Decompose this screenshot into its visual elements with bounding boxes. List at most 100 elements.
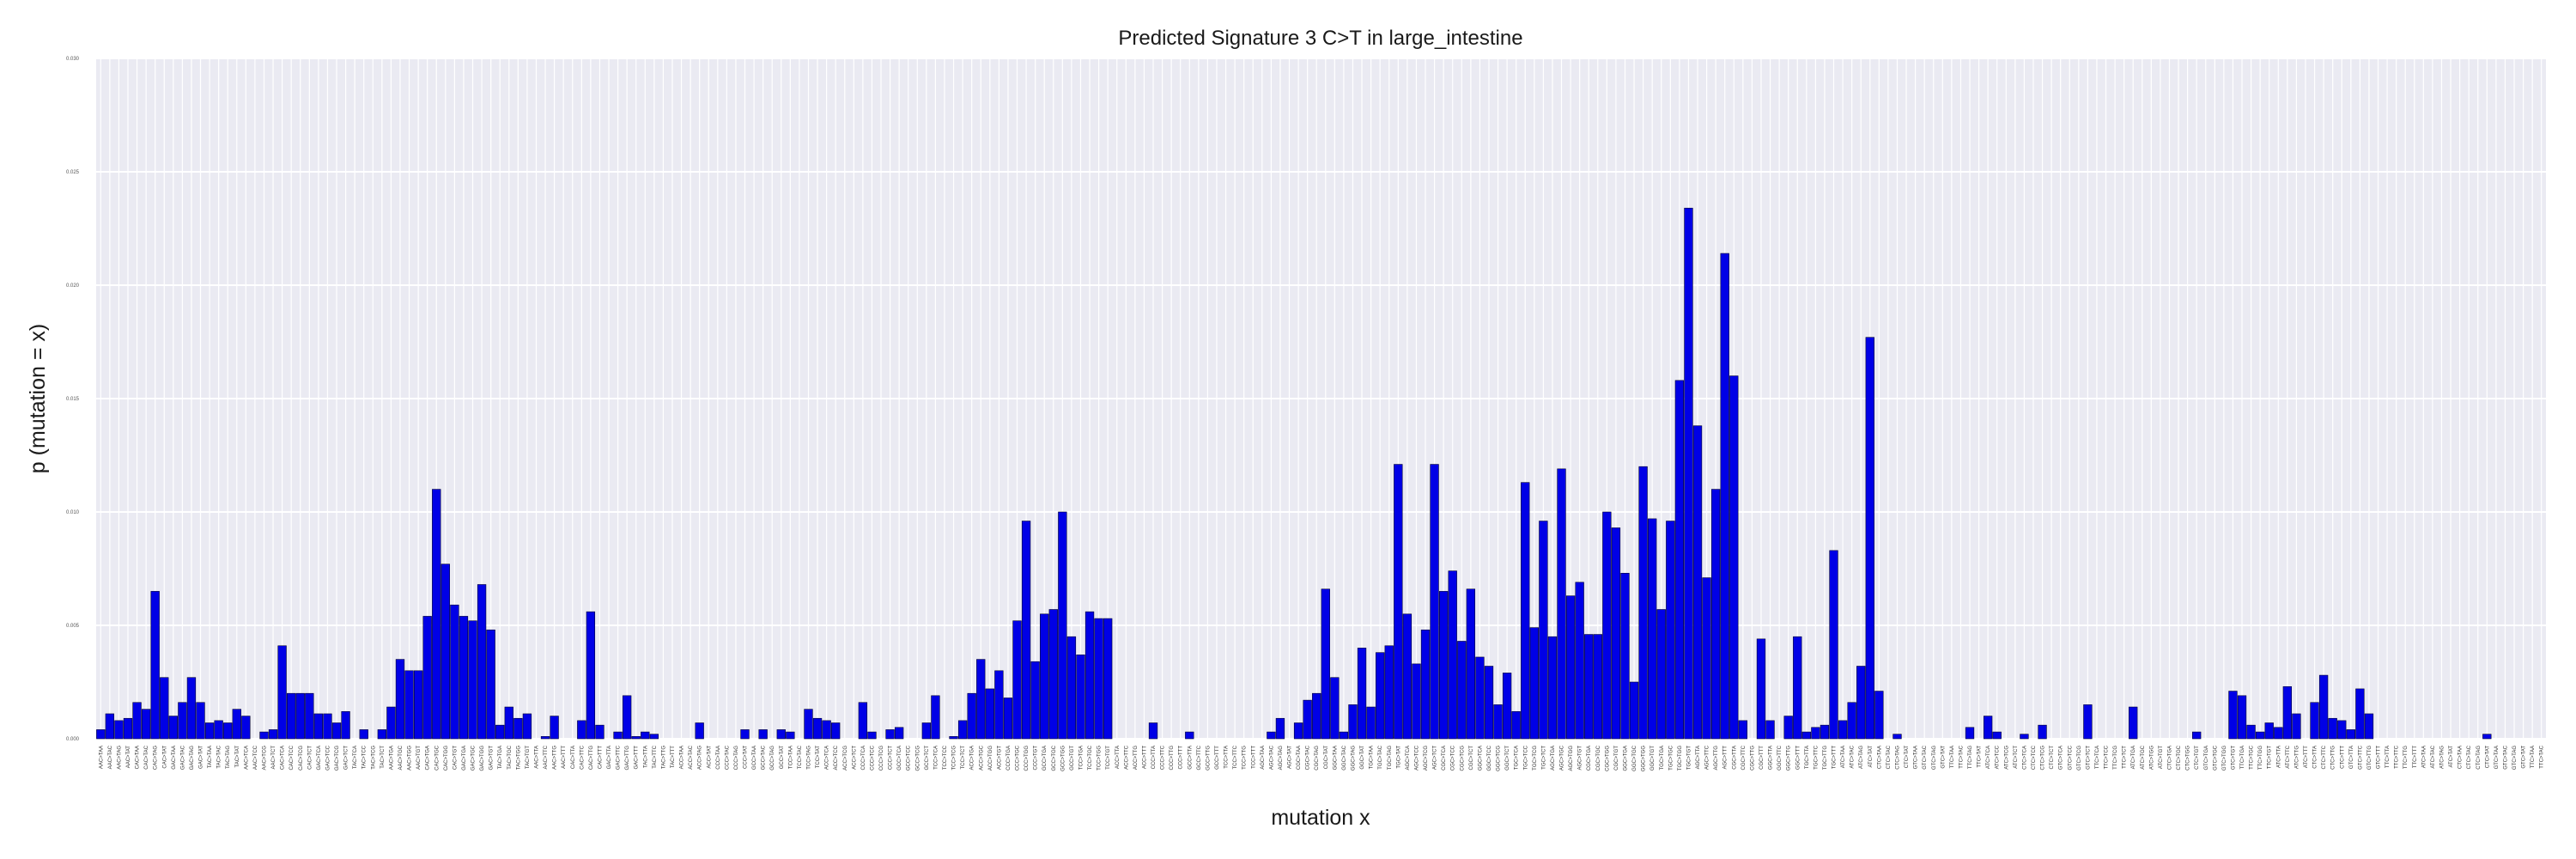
bar bbox=[295, 692, 305, 740]
x-tick-label: AAC>TAG bbox=[117, 746, 122, 770]
x-tick-label: GTC>TAC bbox=[2503, 745, 2508, 769]
x-tick-label: GCC>TTT bbox=[1215, 746, 1220, 770]
x-tick-label: CAC>TTT bbox=[598, 746, 603, 770]
x-tick-label: TCC>TAT bbox=[816, 746, 821, 769]
x-tick-label: ACC>TAA bbox=[680, 746, 685, 769]
bar bbox=[649, 734, 659, 740]
bar bbox=[1402, 613, 1413, 740]
x-tick-label: TCC>TTC bbox=[1233, 745, 1238, 769]
x-tick-label: ATC>TGA bbox=[2131, 746, 2136, 769]
bar bbox=[1339, 731, 1349, 740]
bar bbox=[1638, 466, 1648, 740]
bar bbox=[313, 713, 324, 740]
bar bbox=[1493, 704, 1503, 740]
x-tick-label: GCC>TTA bbox=[1188, 746, 1193, 770]
x-tick-label: CAC>TAG bbox=[154, 746, 159, 770]
x-tick-label: ACC>TGC bbox=[979, 745, 984, 771]
bar bbox=[1457, 641, 1467, 740]
x-tick-label: CTC>TTA bbox=[2313, 746, 2318, 769]
x-tick-label: GCC>TGC bbox=[1052, 745, 1057, 771]
x-tick-label: TCC>TGC bbox=[1088, 745, 1093, 770]
bar bbox=[1366, 706, 1376, 740]
x-tick-label: TAC>TGA bbox=[498, 746, 503, 769]
x-tick-label: AAC>TTA bbox=[534, 746, 539, 769]
x-tick-label: AAC>TTT bbox=[562, 746, 567, 769]
x-tick-label: GTC>TAG bbox=[1932, 746, 1937, 770]
x-tick-label: TTC>TGT bbox=[2268, 746, 2273, 769]
x-tick-label: GCC>TGT bbox=[1070, 746, 1075, 771]
x-tick-label: TGC>TAG bbox=[1388, 746, 1393, 770]
x-tick-label: CTC>TGC bbox=[2177, 745, 2182, 770]
x-tick-label: CCC>TTA bbox=[1151, 746, 1157, 769]
bar bbox=[2292, 713, 2301, 740]
bar bbox=[550, 716, 559, 740]
bar bbox=[1529, 627, 1539, 740]
x-tick-label: ACC>TGA bbox=[970, 746, 975, 771]
x-tick-label: TAC>TTA bbox=[643, 746, 648, 768]
x-tick-label: CCC>TCT bbox=[889, 746, 894, 771]
bar bbox=[812, 717, 823, 740]
bar bbox=[1348, 704, 1358, 740]
bar bbox=[450, 604, 459, 740]
bar bbox=[2237, 695, 2247, 740]
x-tick-label: AAC>TTC bbox=[544, 745, 549, 769]
bar bbox=[822, 720, 831, 740]
bar bbox=[804, 709, 813, 740]
x-tick-label: TTC>TGC bbox=[2250, 745, 2255, 769]
x-tick-label: GGC>TAG bbox=[1351, 746, 1356, 771]
horizontal-gridlines bbox=[96, 58, 2546, 740]
x-tick-label: TTC>TTT bbox=[2413, 746, 2418, 768]
x-tick-label: ATC>TGC bbox=[2141, 745, 2146, 769]
bar bbox=[477, 584, 487, 740]
bar bbox=[758, 729, 768, 740]
bars-group bbox=[96, 207, 2492, 740]
x-tick-label: GTC>TAG bbox=[2512, 746, 2518, 770]
bar bbox=[577, 720, 586, 740]
y-tick-labels: 0.000 0.005 0.010 0.015 0.020 0.025 0.030 bbox=[66, 57, 80, 742]
x-tick-label: CTC>TGA bbox=[2167, 746, 2172, 770]
bar bbox=[776, 729, 786, 740]
bar bbox=[404, 670, 414, 740]
bar bbox=[2192, 731, 2202, 740]
x-tick-label: TTC>TAC bbox=[1959, 745, 1964, 768]
x-tick-label: AGC>TTC bbox=[1705, 745, 1710, 770]
bar bbox=[858, 702, 868, 740]
x-tick-label: GAC>TGC bbox=[471, 745, 477, 771]
bar bbox=[1611, 527, 1621, 740]
bar bbox=[1648, 518, 1657, 740]
x-tick-label: TAC>TCG bbox=[371, 746, 376, 770]
x-tick-label: ACC>TCA bbox=[825, 746, 830, 770]
bar bbox=[1575, 582, 1584, 740]
bar bbox=[1185, 731, 1194, 740]
bar bbox=[150, 591, 160, 740]
bar bbox=[1666, 521, 1675, 740]
bar bbox=[2083, 704, 2093, 740]
bar bbox=[1801, 731, 1811, 740]
x-tick-label: CGC>TCG bbox=[1460, 746, 1465, 771]
x-tick-label: CTC>TAG bbox=[2476, 746, 2482, 770]
x-tick-label: TTC>TAC bbox=[2540, 745, 2545, 768]
x-tick-label: CGC>TGC bbox=[1596, 745, 1601, 771]
x-tick-label: CTC>TAA bbox=[1877, 746, 1882, 769]
bar bbox=[468, 620, 477, 740]
bar bbox=[2364, 713, 2374, 740]
x-tick-label: ACC>TTC bbox=[1124, 745, 1129, 770]
bar bbox=[1729, 375, 1739, 740]
x-tick-label: ATC>TAA bbox=[2421, 746, 2427, 768]
bar bbox=[1484, 666, 1494, 740]
x-tick-label: AGC>TTA bbox=[1696, 746, 1701, 769]
x-tick-label: ACC>TGG bbox=[988, 746, 993, 771]
x-tick-label: CTC>TCG bbox=[2041, 746, 2046, 771]
x-tick-label: GTC>TCC bbox=[2068, 745, 2073, 770]
x-tick-label: CGC>TGT bbox=[1614, 746, 1619, 771]
bar bbox=[186, 677, 197, 740]
bar bbox=[1321, 588, 1330, 740]
bar bbox=[1012, 620, 1022, 740]
x-tick-label: ACC>TAG bbox=[698, 746, 703, 770]
x-tick-label: GTC>TCT bbox=[2086, 746, 2091, 770]
bar bbox=[1847, 702, 1856, 740]
bar bbox=[1674, 380, 1685, 740]
bar bbox=[1983, 716, 1993, 740]
x-tick-label: CGC>TGG bbox=[1605, 746, 1610, 771]
x-tick-label: GAC>TTC bbox=[617, 745, 622, 770]
